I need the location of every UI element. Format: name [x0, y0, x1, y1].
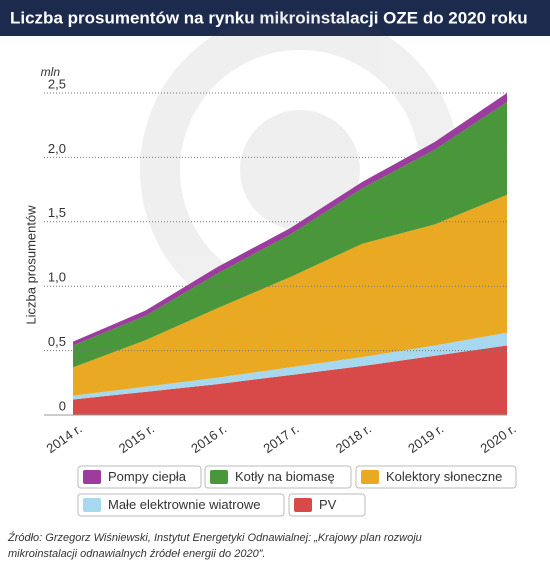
x-tick-label: 2017 r.: [261, 421, 302, 456]
legend-swatch: [361, 470, 379, 484]
legend-box: [77, 465, 202, 489]
y-axis-label: Liczba prosumentów: [23, 205, 38, 325]
chart-title: Liczba prosumentów na rynku mikroinstala…: [10, 8, 528, 27]
legend-swatch: [83, 498, 101, 512]
legend-swatch: [210, 470, 228, 484]
area: [73, 345, 507, 415]
x-tick-label: 2020 r.: [478, 421, 519, 456]
y-tick-label: 1,5: [48, 205, 66, 220]
title-bar: [0, 0, 550, 36]
legend-box: [77, 493, 285, 517]
y-tick-label: 0: [59, 398, 66, 413]
source: mikroinstalacji odnawialnych źródeł ener…: [8, 548, 265, 560]
x-tick-label: 2018 r.: [333, 421, 374, 456]
y-tick-label: 2,5: [48, 76, 66, 91]
y-tick-label: 0,5: [48, 334, 66, 349]
legend-box: [204, 465, 352, 489]
legend-label: Kolektory słoneczne: [386, 469, 502, 484]
area: [73, 332, 507, 400]
x-tick-label: 2014 r.: [44, 421, 85, 456]
legend-swatch: [83, 470, 101, 484]
legend-label: Kotły na biomasę: [235, 469, 335, 484]
y-tick-label: 2,0: [48, 141, 66, 156]
x-tick-label: 2019 r.: [405, 421, 446, 456]
x-tick-label: 2016 r.: [188, 421, 229, 456]
legend-label: Pompy ciepła: [108, 469, 187, 484]
legend-swatch: [294, 498, 312, 512]
y-tick-label: 1,0: [48, 270, 66, 285]
legend-label: PV: [319, 497, 337, 512]
legend-box: [355, 465, 517, 489]
area: [73, 194, 507, 396]
x-tick-label: 2015 r.: [116, 421, 157, 456]
source: Źródło: Grzegorz Wiśniewski, Instytut En…: [7, 531, 422, 544]
y-unit: mln: [41, 65, 61, 79]
legend-label: Małe elektrownie wiatrowe: [108, 497, 260, 512]
